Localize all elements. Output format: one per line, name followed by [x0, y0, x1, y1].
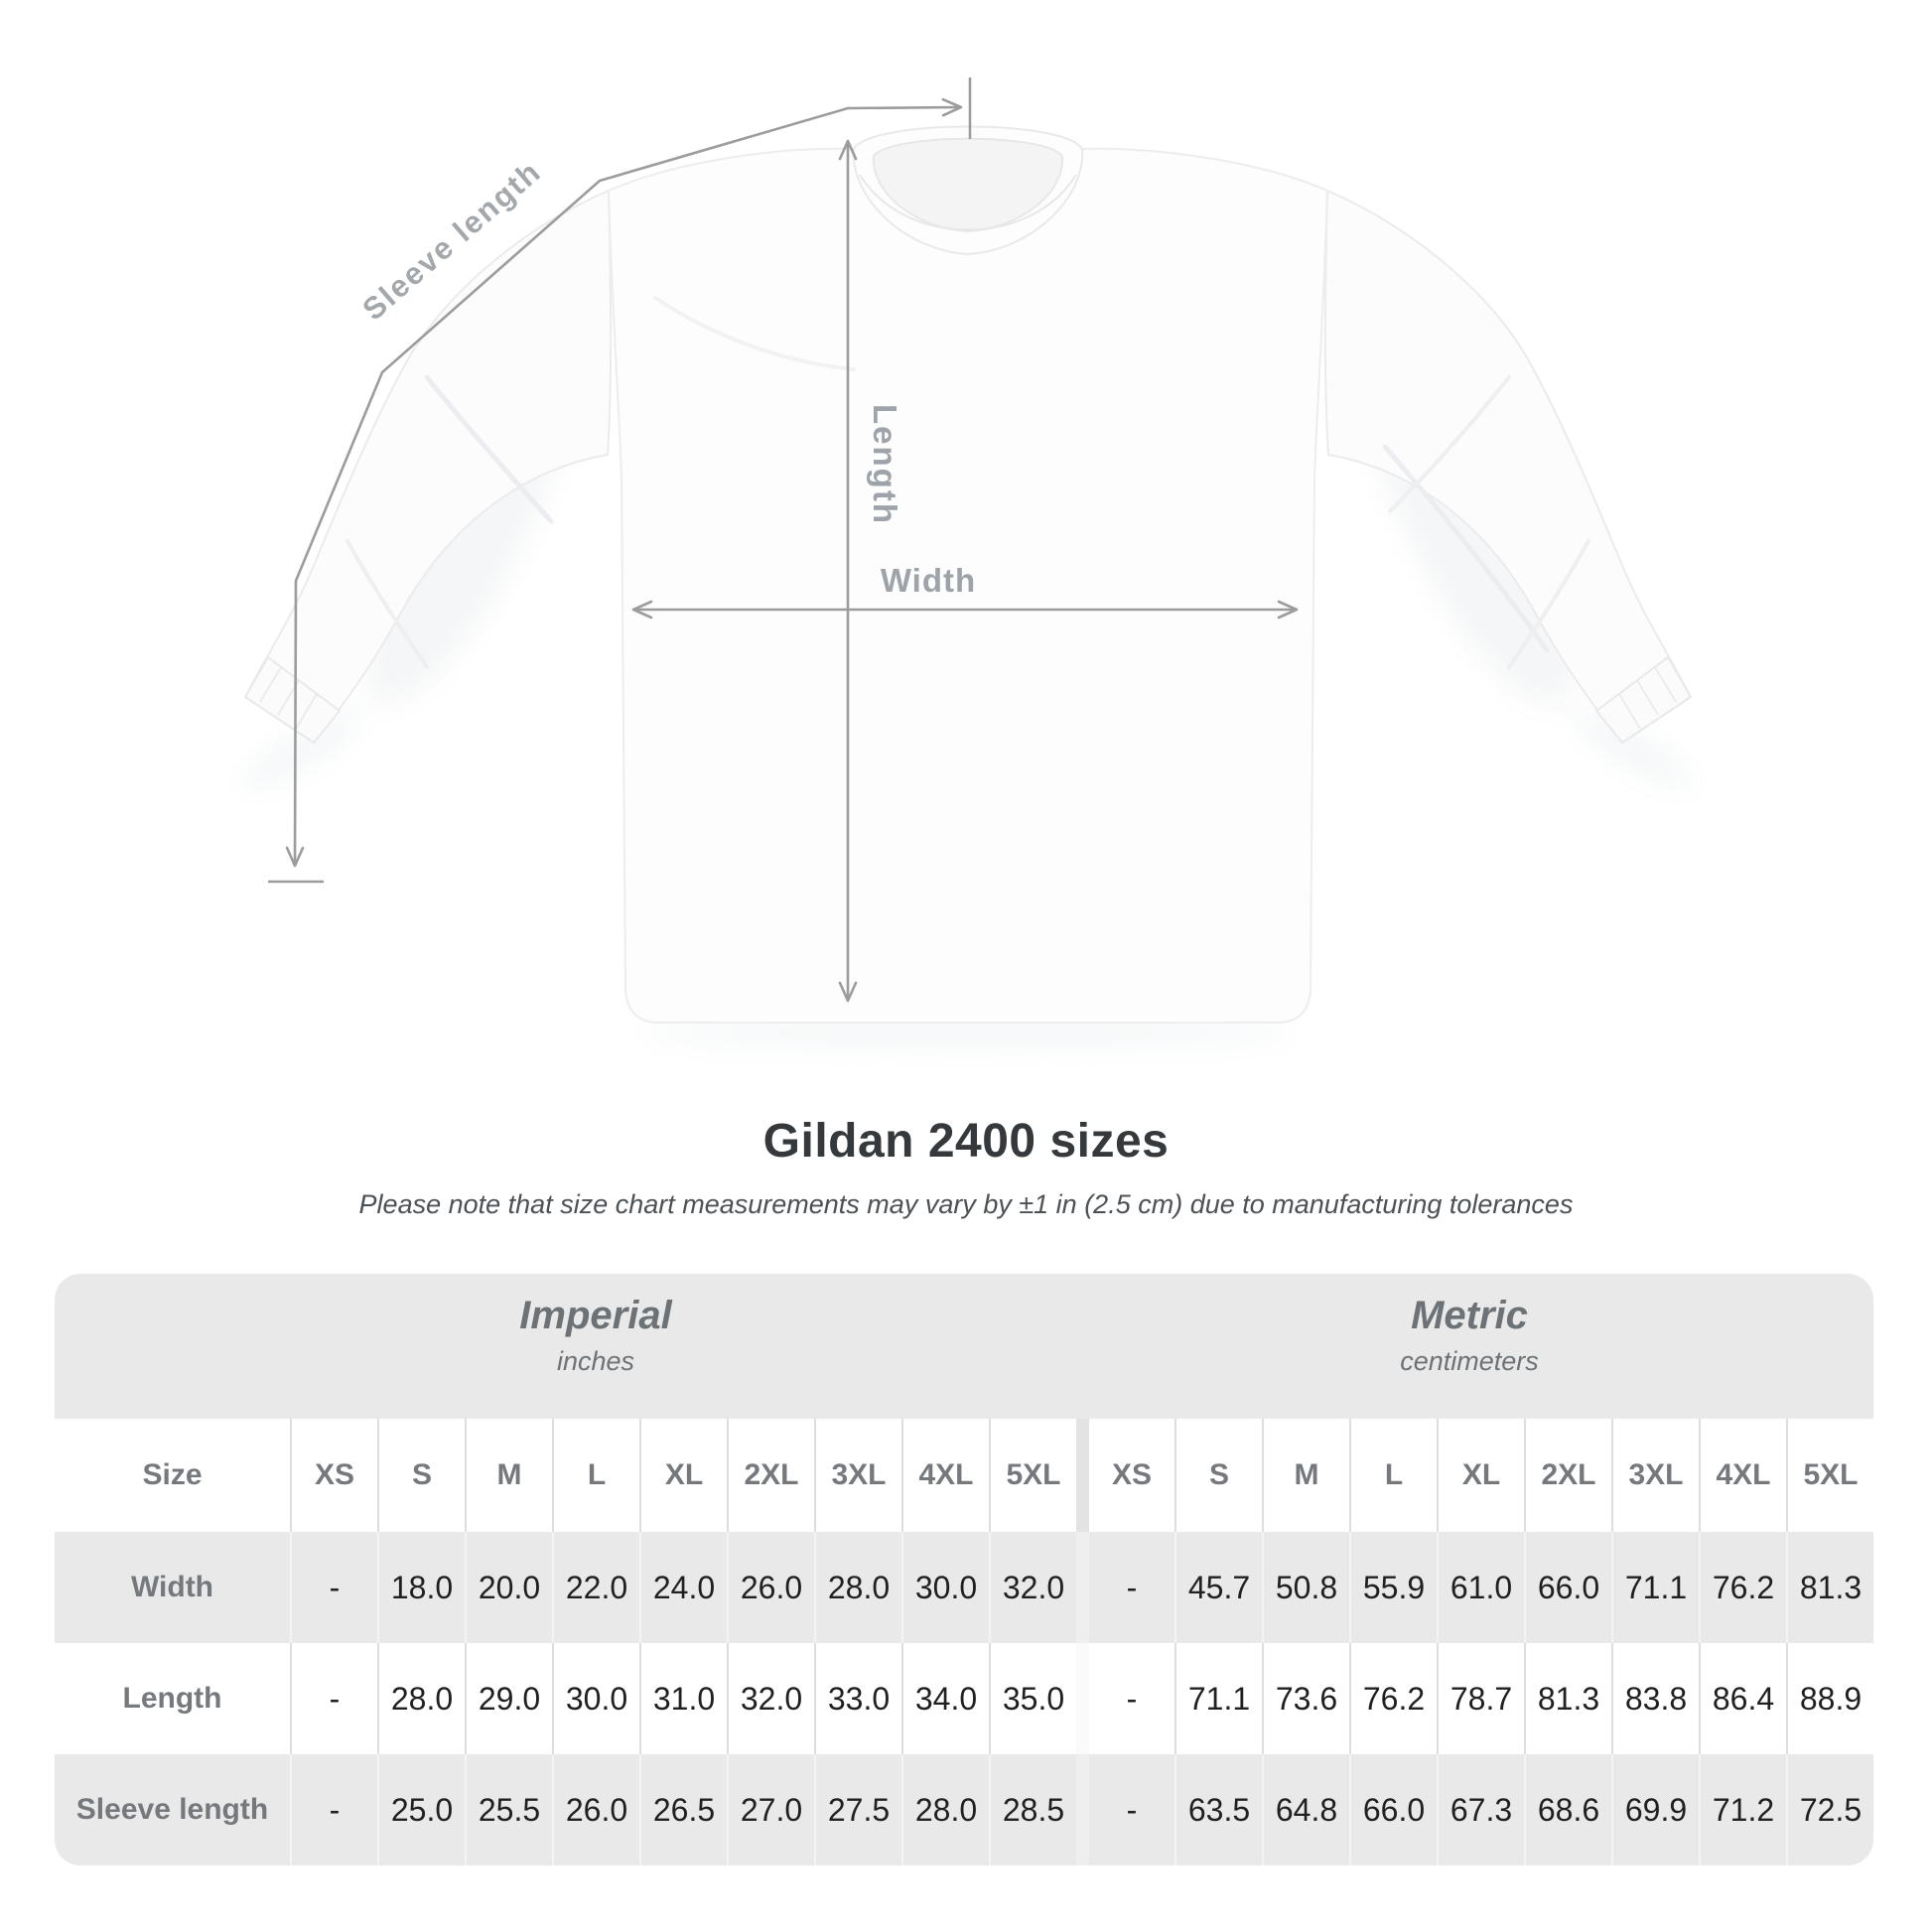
length-label: Length — [867, 404, 903, 525]
cell: 81.3 — [1524, 1643, 1611, 1754]
cell: 71.2 — [1699, 1754, 1786, 1865]
cell: 27.0 — [727, 1754, 814, 1865]
cell: 26.5 — [639, 1754, 727, 1865]
cell: 76.2 — [1699, 1532, 1786, 1643]
cell: 50.8 — [1262, 1532, 1349, 1643]
cell: 28.0 — [814, 1532, 901, 1643]
imperial-unit: inches — [556, 1346, 635, 1376]
cell: 20.0 — [465, 1532, 552, 1643]
metric-title: Metric — [1411, 1294, 1528, 1337]
column-header: L — [1349, 1419, 1437, 1532]
row-label: Sleeve length — [55, 1754, 290, 1865]
cell: - — [290, 1532, 377, 1643]
cell: 63.5 — [1174, 1754, 1262, 1865]
cell: 32.0 — [989, 1532, 1076, 1643]
sleeve-length-arrow — [285, 97, 963, 868]
table-row: Length -28.0 29.0 30.0 31.0 32.0 33.0 34.0 35.0-… — [55, 1643, 1873, 1754]
cell: - — [290, 1643, 377, 1754]
cell: 26.0 — [727, 1532, 814, 1643]
cell: 45.7 — [1174, 1532, 1262, 1643]
column-header: 2XL — [727, 1419, 814, 1532]
cell: 34.0 — [901, 1643, 989, 1754]
shirt-measurement-diagram: Sleeve length Length Width — [242, 77, 1694, 1048]
cell: 33.0 — [814, 1643, 901, 1754]
imperial-title: Imperial — [519, 1294, 672, 1337]
cell: 29.0 — [465, 1643, 552, 1754]
cell: 73.6 — [1262, 1643, 1349, 1754]
cell: - — [290, 1754, 377, 1865]
cell: 66.0 — [1349, 1754, 1437, 1865]
imperial-group-header: Imperial inches — [519, 1274, 671, 1377]
cell: - — [1076, 1532, 1174, 1643]
cell: - — [1076, 1643, 1174, 1754]
column-header: XS — [290, 1419, 377, 1532]
column-header: 5XL — [989, 1419, 1076, 1532]
cell: 64.8 — [1262, 1754, 1349, 1865]
page-title: Gildan 2400 sizes — [762, 1115, 1170, 1168]
column-header: M — [1262, 1419, 1349, 1532]
column-header: 3XL — [1611, 1419, 1699, 1532]
table-row: Sleeve length -25.0 25.5 26.0 26.5 27.0 27.5 28… — [55, 1754, 1873, 1865]
cell: 76.2 — [1349, 1643, 1437, 1754]
cell: 61.0 — [1437, 1532, 1524, 1643]
column-header: 2XL — [1524, 1419, 1611, 1532]
cell: 72.5 — [1786, 1754, 1873, 1865]
cell: 55.9 — [1349, 1532, 1437, 1643]
cell: 28.0 — [901, 1754, 989, 1865]
cell: 66.0 — [1524, 1532, 1611, 1643]
cell: 71.1 — [1174, 1643, 1262, 1754]
cell: 30.0 — [901, 1532, 989, 1643]
column-header: XL — [1437, 1419, 1524, 1532]
column-header: L — [552, 1419, 639, 1532]
cell: 88.9 — [1786, 1643, 1873, 1754]
unit-band: Imperial inches Metric centimeters — [55, 1274, 1873, 1419]
cell: 24.0 — [639, 1532, 727, 1643]
cell: 27.5 — [814, 1754, 901, 1865]
row-label: Width — [55, 1532, 290, 1643]
column-header: XL — [639, 1419, 727, 1532]
cell: 68.6 — [1524, 1754, 1611, 1865]
metric-unit: centimeters — [1400, 1346, 1539, 1376]
width-label: Width — [881, 562, 976, 599]
cell: 81.3 — [1786, 1532, 1873, 1643]
measurement-lines — [268, 77, 1299, 1003]
cell: 18.0 — [377, 1532, 465, 1643]
sizes-table: Size XS S M L XL 2XL 3XL 4XL 5XL XS S M L XL 2XL 3XL 4XL 5… — [55, 1419, 1873, 1865]
metric-group-header: Metric centimeters — [1400, 1274, 1539, 1377]
cell: - — [1076, 1754, 1174, 1865]
cell: 71.1 — [1611, 1532, 1699, 1643]
column-header: S — [1174, 1419, 1262, 1532]
cell: 32.0 — [727, 1643, 814, 1754]
cell: 69.9 — [1611, 1754, 1699, 1865]
cell: 22.0 — [552, 1532, 639, 1643]
size-column-header: Size — [55, 1419, 290, 1532]
column-header: M — [465, 1419, 552, 1532]
column-header: 4XL — [1699, 1419, 1786, 1532]
page-subtitle: Please note that size chart measurements… — [358, 1189, 1574, 1219]
table-row: Width -18.0 20.0 22.0 24.0 26.0 28.0 30.0 32.0-4… — [55, 1532, 1873, 1643]
cell: 25.0 — [377, 1754, 465, 1865]
size-chart-table: Imperial inches Metric centimeters Size X… — [55, 1274, 1873, 1865]
cell: 86.4 — [1699, 1643, 1786, 1754]
cell: 30.0 — [552, 1643, 639, 1754]
table-header: Size XS S M L XL 2XL 3XL 4XL 5XL XS S M L XL 2XL 3XL 4XL 5… — [55, 1419, 1873, 1532]
cell: 28.0 — [377, 1643, 465, 1754]
column-header: S — [377, 1419, 465, 1532]
column-header: XS — [1076, 1419, 1174, 1532]
cell: 78.7 — [1437, 1643, 1524, 1754]
cell: 35.0 — [989, 1643, 1076, 1754]
cell: 83.8 — [1611, 1643, 1699, 1754]
column-header: 5XL — [1786, 1419, 1873, 1532]
column-header: 3XL — [814, 1419, 901, 1532]
cell: 25.5 — [465, 1754, 552, 1865]
cell: 67.3 — [1437, 1754, 1524, 1865]
cell: 31.0 — [639, 1643, 727, 1754]
column-header: 4XL — [901, 1419, 989, 1532]
cell: 26.0 — [552, 1754, 639, 1865]
right-cuff — [1595, 656, 1692, 744]
row-label: Length — [55, 1643, 290, 1754]
cell: 28.5 — [989, 1754, 1076, 1865]
